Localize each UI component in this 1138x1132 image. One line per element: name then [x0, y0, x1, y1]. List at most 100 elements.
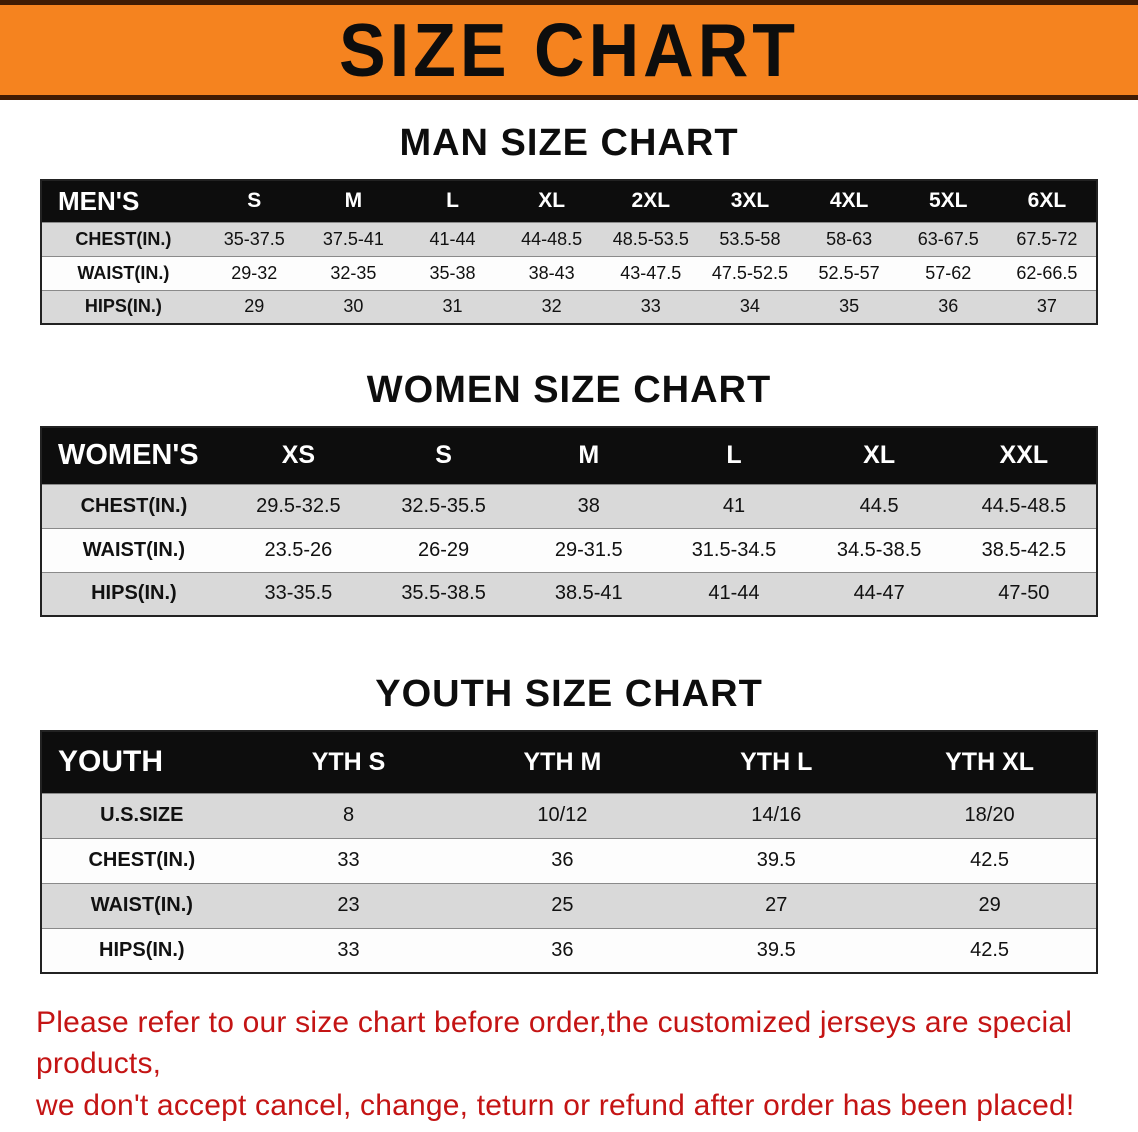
row-label-cell: HIPS(IN.) [41, 571, 226, 616]
value-cell: 41-44 [661, 571, 807, 616]
size-header-cell: S [370, 427, 517, 484]
value-cell: 38-43 [502, 255, 602, 290]
value-cell: 27 [669, 882, 884, 928]
row-label-cell: WAIST(IN.) [41, 882, 242, 928]
value-cell: 25 [455, 882, 670, 928]
value-cell: 38.5-41 [516, 571, 662, 616]
value-cell: 44-47 [806, 571, 952, 616]
size-header-cell: L [402, 180, 503, 222]
size-header-cell: L [661, 427, 807, 484]
size-header-cell: 3XL [700, 180, 800, 222]
value-cell: 23 [241, 882, 456, 928]
value-cell: 26-29 [370, 527, 517, 572]
size-header-cell: XL [806, 427, 952, 484]
value-cell: 10/12 [455, 792, 670, 838]
value-cell: 67.5-72 [997, 221, 1097, 256]
value-cell: 38 [516, 483, 662, 528]
table-row: U.S.SIZE 8 10/12 14/16 18/20 [41, 792, 1097, 838]
row-label-cell: WAIST(IN.) [41, 527, 226, 572]
row-label-cell: CHEST(IN.) [41, 221, 205, 256]
table-row: WAIST(IN.) 23.5-26 26-29 29-31.5 31.5-34.5 34… [41, 527, 1097, 572]
value-cell: 47.5-52.5 [700, 255, 800, 290]
value-cell: 8 [241, 792, 456, 838]
youth-size-table: YOUTH YTH S YTH M YTH L YTH XL U.S.SIZE 8 10/12… [40, 730, 1098, 974]
value-cell: 32-35 [303, 255, 403, 290]
value-cell: 30 [303, 289, 403, 324]
men-section-heading: MAN SIZE CHART [399, 122, 739, 164]
value-cell: 58-63 [799, 221, 899, 256]
men-section: MAN SIZE CHART MEN'S S M L XL 2XL 3XL 4XL 5XL 6XL… [0, 122, 1138, 325]
size-header-cell: 5XL [898, 180, 998, 222]
row-label-cell: CHEST(IN.) [41, 483, 226, 528]
value-cell: 48.5-53.5 [601, 221, 701, 256]
value-cell: 42.5 [883, 837, 1097, 883]
value-cell: 31.5-34.5 [661, 527, 807, 572]
table-row: WAIST(IN.) 29-32 32-35 35-38 38-43 43-47.5 47.… [41, 255, 1097, 290]
header-row: WOMEN'S XS S M L XL XXL [41, 427, 1097, 484]
value-cell: 35.5-38.5 [370, 571, 517, 616]
value-cell: 33 [241, 837, 456, 883]
value-cell: 34 [700, 289, 800, 324]
value-cell: 29.5-32.5 [225, 483, 371, 528]
value-cell: 41-44 [402, 221, 503, 256]
value-cell: 33 [601, 289, 701, 324]
disclaimer-line-2: we don't accept cancel, change, teturn o… [36, 1088, 1075, 1122]
value-cell: 23.5-26 [225, 527, 371, 572]
value-cell: 37.5-41 [303, 221, 403, 256]
value-cell: 32 [502, 289, 602, 324]
value-cell: 47-50 [951, 571, 1097, 616]
row-label-cell: CHEST(IN.) [41, 837, 242, 883]
value-cell: 44-48.5 [502, 221, 602, 256]
row-label-cell: U.S.SIZE [41, 792, 242, 838]
row-label-cell: HIPS(IN.) [41, 289, 205, 324]
value-cell: 41 [661, 483, 807, 528]
size-header-cell: XS [225, 427, 371, 484]
disclaimer-line-1: Please refer to our size chart before or… [36, 1006, 1073, 1081]
value-cell: 33 [241, 927, 456, 973]
banner: SIZE CHART [0, 0, 1138, 100]
table-row: CHEST(IN.) 35-37.5 37.5-41 41-44 44-48.5 48.5… [41, 221, 1097, 256]
header-row: MEN'S S M L XL 2XL 3XL 4XL 5XL 6XL [41, 180, 1097, 222]
value-cell: 36 [898, 289, 998, 324]
table-row: CHEST(IN.) 33 36 39.5 42.5 [41, 837, 1097, 883]
table-row: HIPS(IN.) 33-35.5 35.5-38.5 38.5-41 41-44 44-… [41, 571, 1097, 616]
value-cell: 42.5 [883, 927, 1097, 973]
value-cell: 53.5-58 [700, 221, 800, 256]
value-cell: 39.5 [669, 837, 884, 883]
table-row: WAIST(IN.) 23 25 27 29 [41, 882, 1097, 928]
size-header-cell: XL [502, 180, 602, 222]
women-section: WOMEN SIZE CHART WOMEN'S XS S M L XL XXL CHEST(… [0, 369, 1138, 617]
value-cell: 38.5-42.5 [951, 527, 1097, 572]
value-cell: 35-37.5 [204, 221, 304, 256]
size-header-cell: YTH L [669, 731, 884, 793]
table-row: CHEST(IN.) 29.5-32.5 32.5-35.5 38 41 44.5 44.5… [41, 483, 1097, 528]
value-cell: 57-62 [898, 255, 998, 290]
size-header-cell: XXL [951, 427, 1097, 484]
women-size-table: WOMEN'S XS S M L XL XXL CHEST(IN.) 29.5-32.5 32.5… [40, 426, 1098, 617]
value-cell: 39.5 [669, 927, 884, 973]
youth-section: YOUTH SIZE CHART YOUTH YTH S YTH M YTH L YTH… [0, 673, 1138, 974]
page-title: SIZE CHART [339, 7, 799, 93]
size-header-cell: YTH M [455, 731, 670, 793]
value-cell: 29 [883, 882, 1097, 928]
size-header-cell: 6XL [997, 180, 1097, 222]
size-header-cell: M [516, 427, 662, 484]
value-cell: 31 [402, 289, 503, 324]
value-cell: 37 [997, 289, 1097, 324]
header-row: YOUTH YTH S YTH M YTH L YTH XL [41, 731, 1097, 793]
value-cell: 14/16 [669, 792, 884, 838]
table-title-cell: YOUTH [41, 731, 242, 793]
value-cell: 29 [204, 289, 304, 324]
value-cell: 62-66.5 [997, 255, 1097, 290]
row-label-cell: HIPS(IN.) [41, 927, 242, 973]
value-cell: 36 [455, 927, 670, 973]
value-cell: 29-32 [204, 255, 304, 290]
size-header-cell: 2XL [601, 180, 701, 222]
value-cell: 18/20 [883, 792, 1097, 838]
youth-section-heading: YOUTH SIZE CHART [375, 673, 763, 715]
value-cell: 32.5-35.5 [370, 483, 517, 528]
size-header-cell: YTH S [241, 731, 456, 793]
value-cell: 44.5-48.5 [951, 483, 1097, 528]
value-cell: 34.5-38.5 [806, 527, 952, 572]
